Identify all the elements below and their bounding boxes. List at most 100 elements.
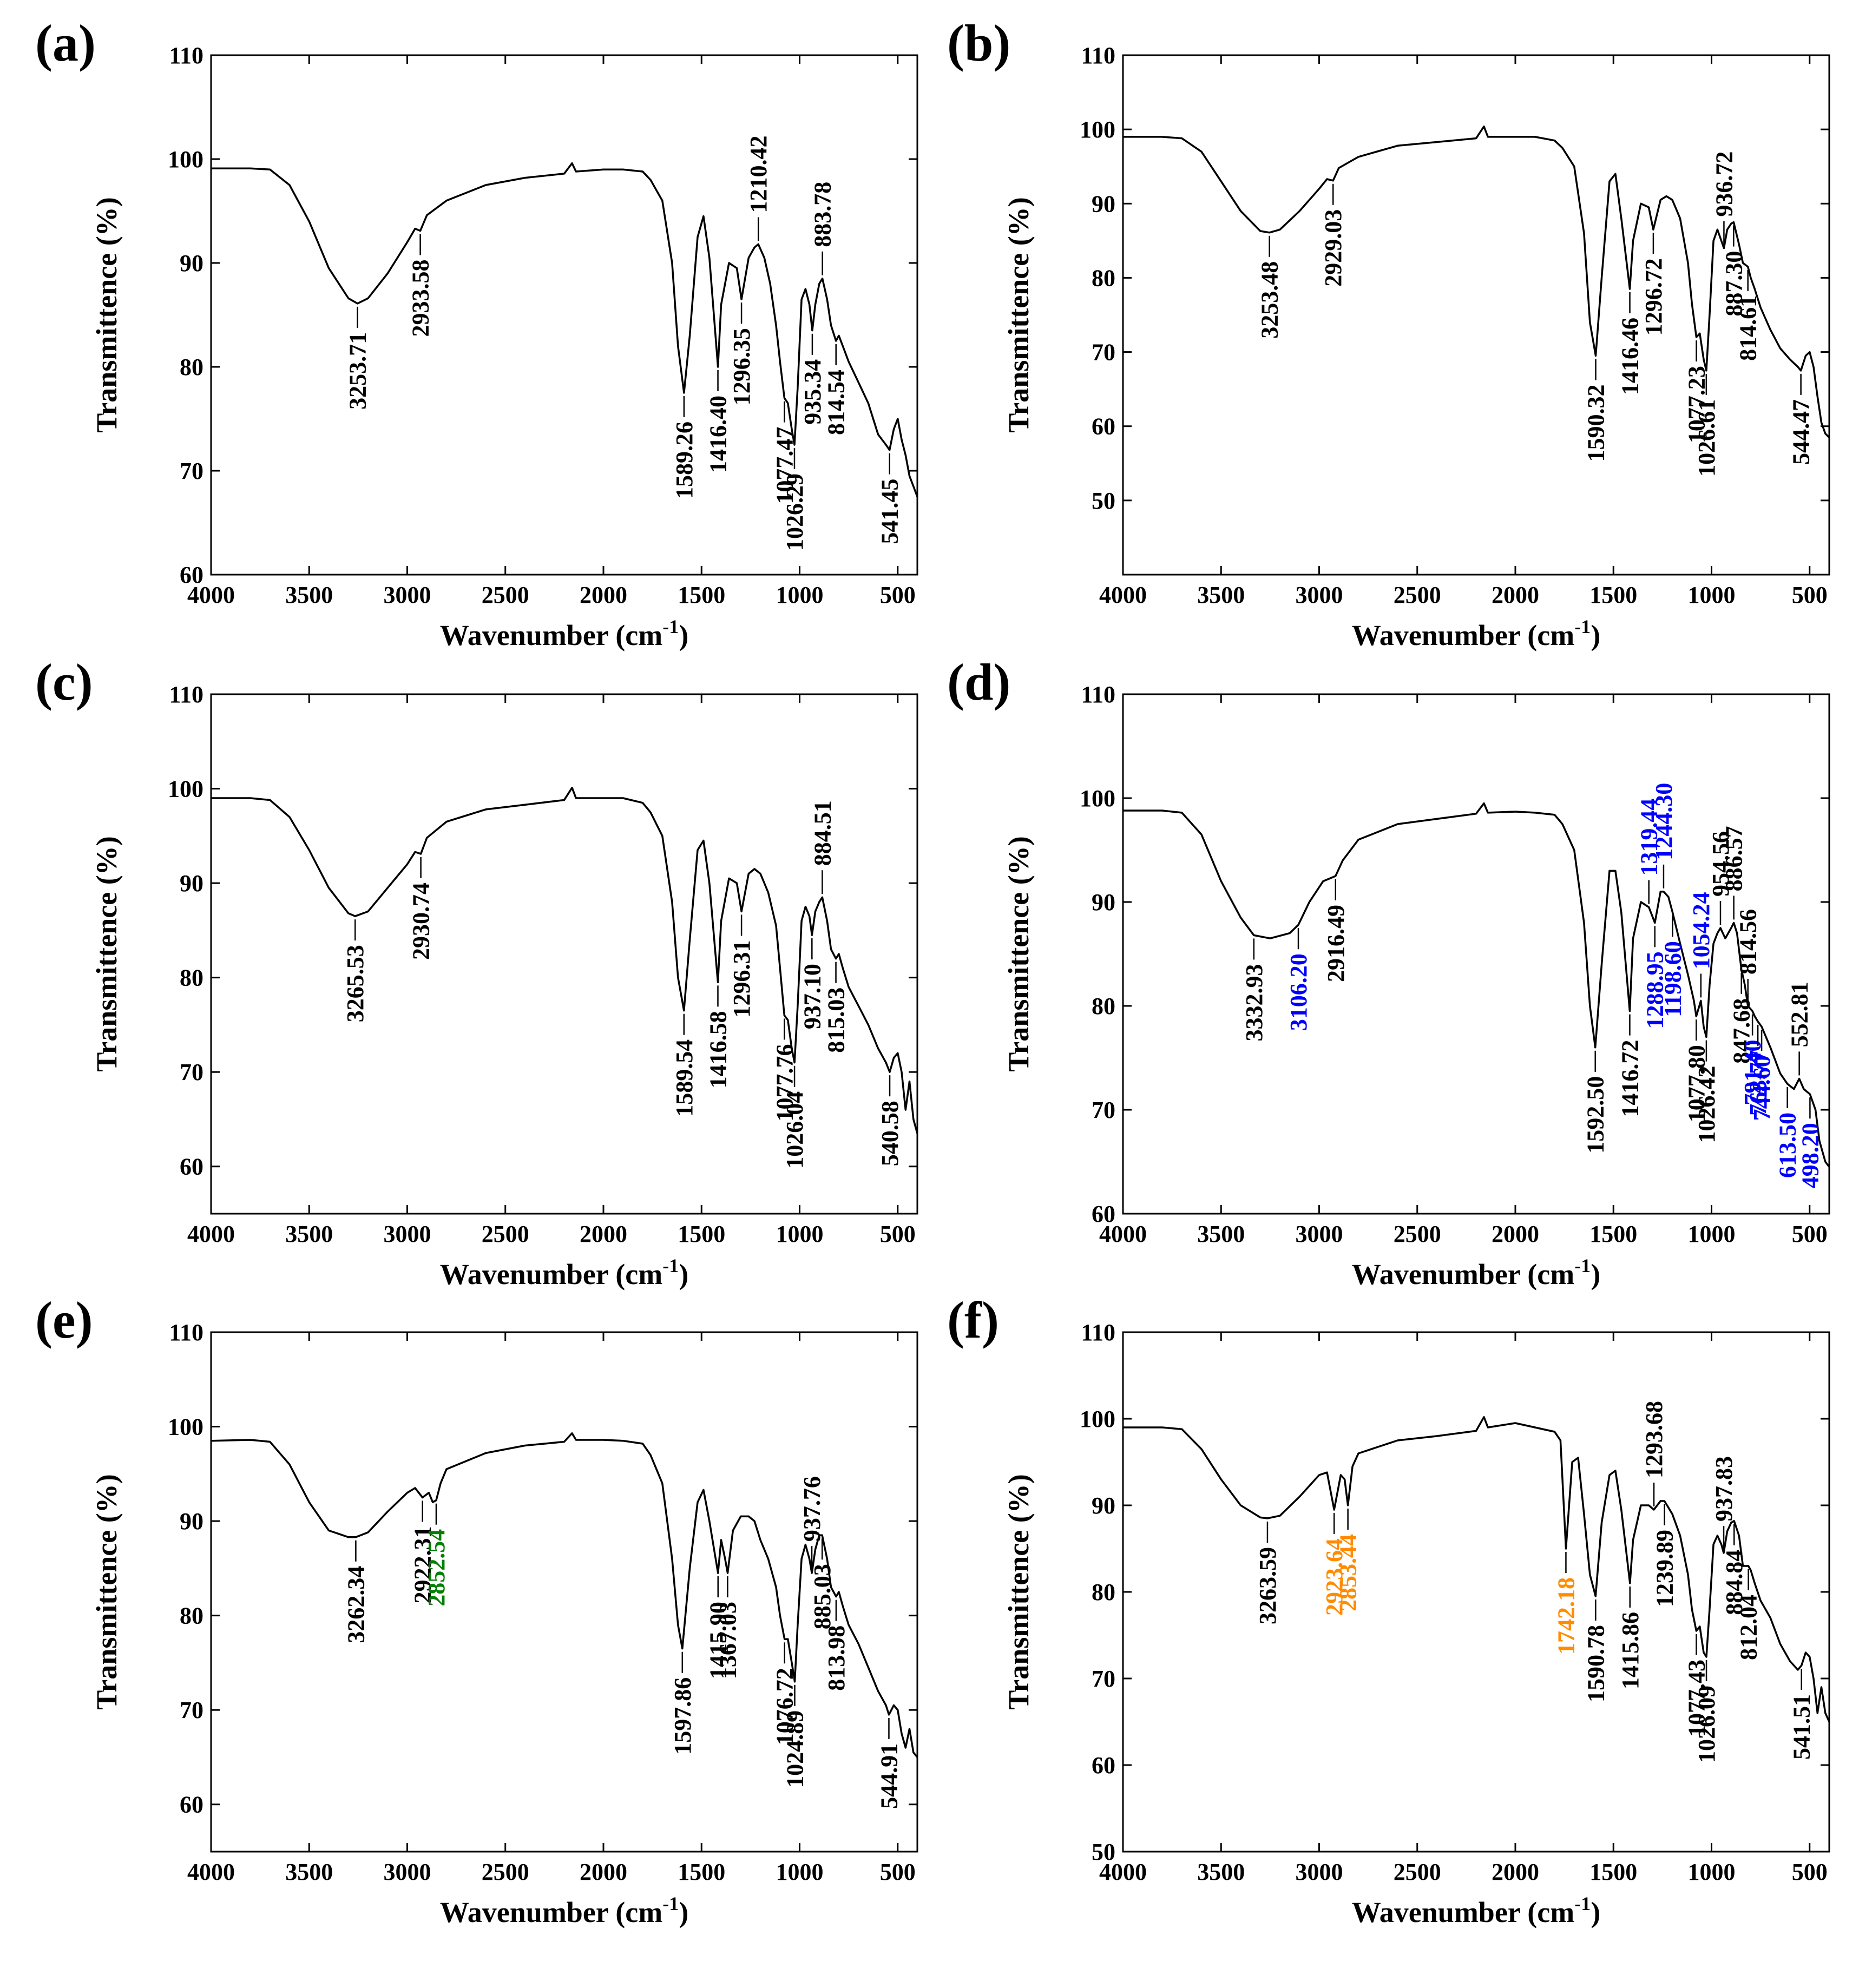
peak-label: 544.91 [876,1743,902,1809]
peak-label: 1590.32 [1583,384,1610,462]
peak-label: 1296.31 [728,940,755,1017]
x-tick-label: 4000 [187,582,235,608]
y-tick-label: 90 [1092,889,1115,916]
x-tick-label: 3500 [1197,582,1245,608]
peak-label: 541.45 [877,479,903,544]
y-tick-label: 70 [180,1697,203,1723]
peak-label: 2852.54 [423,1529,450,1607]
x-axis-title: Wavenumber (cm-1) [440,1893,688,1928]
y-tick-label: 100 [1080,1406,1115,1432]
peak-label: 883.78 [810,182,836,247]
panel-label: (c) [35,653,93,711]
y-tick-label: 80 [1092,993,1115,1019]
peak-label: 2853.44 [1335,1534,1362,1611]
x-tick-label: 3500 [285,582,333,608]
spectrum-line [1123,802,1830,1168]
peak-label: 1415.90 [705,1602,732,1679]
y-tick-label: 100 [1080,116,1115,143]
y-tick-label: 70 [1092,339,1115,366]
peak-label: 937.10 [799,964,825,1029]
panel-label: (a) [35,14,96,72]
peak-label: 3263.59 [1254,1547,1281,1624]
peak-label: 887.30 [1720,251,1747,317]
x-axis-title: Wavenumber (cm-1) [1352,1255,1600,1291]
peak-label: 544.47 [1788,399,1815,465]
x-tick-label: 2000 [1492,1859,1539,1885]
peak-label: 812.04 [1736,1595,1762,1660]
peak-label: 847.68 [1729,998,1755,1064]
x-tick-label: 3000 [384,1859,431,1885]
peak-label: 937.83 [1711,1456,1737,1522]
peak-label: 744.60 [1749,1055,1775,1121]
y-tick-label: 90 [180,870,203,897]
peak-label: 540.58 [877,1101,903,1166]
x-tick-label: 3000 [1296,1859,1343,1885]
x-tick-label: 500 [1792,582,1828,608]
y-tick-label: 80 [1092,1579,1115,1605]
x-tick-label: 1500 [678,1859,725,1885]
x-tick-label: 500 [880,582,916,608]
peak-label: 541.51 [1789,1694,1815,1760]
y-tick-label: 60 [180,1792,203,1818]
y-tick-label: 50 [1092,1839,1115,1865]
x-tick-label: 1000 [1688,582,1736,608]
peak-label: 2916.49 [1323,905,1349,982]
peak-label: 1296.72 [1640,258,1667,335]
peak-label: 814.54 [823,370,850,435]
panel-label: (d) [947,653,1010,711]
peak-label: 1416.40 [705,396,732,473]
y-tick-label: 50 [1092,488,1115,514]
peak-label: 763.77 [1745,1050,1771,1116]
x-tick-label: 2500 [1394,1859,1441,1885]
peak-label: 815.03 [823,988,850,1053]
x-tick-label: 4000 [1099,1221,1147,1247]
x-tick-label: 2000 [580,582,627,608]
panel-c: 4000 3500 3000 2500 2000 1500 1000 500 60 70 80 90 1… [35,653,918,1291]
x-tick-label: 4000 [1099,582,1147,608]
peak-label: 1077.80 [1683,1045,1710,1122]
x-tick-label: 3000 [384,582,431,608]
x-tick-label: 500 [880,1859,916,1885]
y-tick-label: 110 [1081,42,1115,69]
panel-label: (f) [947,1291,999,1349]
peak-label: 814.61 [1735,295,1762,361]
x-tick-label: 1000 [1688,1859,1736,1885]
panel-f: 4000 3500 3000 2500 2000 1500 1000 500 50 60 70 80 9… [947,1291,1830,1928]
y-tick-label: 60 [1092,1752,1115,1779]
y-tick-label: 110 [169,42,203,69]
x-tick-label: 1000 [776,582,824,608]
plot-frame [210,54,918,576]
peak-label: 1296.35 [728,328,755,405]
peak-label: 936.72 [1711,152,1737,217]
x-tick-label: 2500 [1394,1221,1441,1247]
peak-label: 2929.03 [1320,209,1346,287]
y-axis-title: Transmittence (%) [90,836,123,1071]
peak-label: 1319.44 [1636,799,1663,876]
x-tick-label: 1500 [678,582,725,608]
peak-label: 814.56 [1735,909,1762,975]
x-tick-label: 2000 [1492,582,1539,608]
x-tick-label: 2500 [482,582,529,608]
peak-label: 1416.46 [1617,318,1644,395]
x-tick-label: 4000 [1099,1859,1147,1885]
x-tick-label: 3500 [285,1859,333,1885]
peak-label: 1198.60 [1660,941,1686,1017]
x-tick-label: 2000 [1492,1221,1539,1247]
x-tick-label: 1500 [1589,1221,1637,1247]
x-tick-label: 2500 [482,1859,529,1885]
peak-label: 1597.86 [669,1677,696,1755]
peak-label: 1244.30 [1651,783,1677,860]
y-tick-label: 90 [1092,1492,1115,1519]
peak-label: 3262.34 [343,1566,369,1643]
x-tick-label: 500 [1792,1859,1828,1885]
x-tick-label: 3500 [1197,1221,1245,1247]
peak-label: 1592.50 [1582,1076,1609,1154]
y-tick-label: 100 [1080,785,1115,812]
y-tick-label: 110 [1081,681,1115,708]
peak-label: 1210.42 [745,135,772,213]
peak-label: 3253.71 [345,332,371,410]
peak-label: 884.51 [809,800,836,866]
x-tick-label: 1500 [1589,582,1637,608]
x-axis-title: Wavenumber (cm-1) [440,1255,688,1291]
